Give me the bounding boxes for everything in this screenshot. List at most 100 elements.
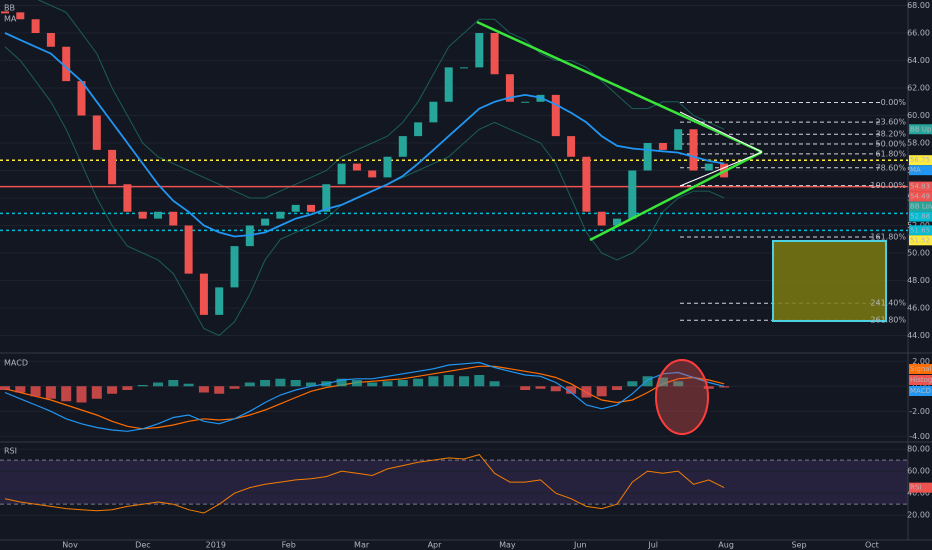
histogram-bar [30,386,41,397]
candle [383,156,392,178]
candle [337,163,346,185]
candle [689,129,698,171]
y-tick-label: 50.00 [907,249,930,258]
histogram-bar [76,386,87,403]
fib-label: 61.80% [875,149,906,158]
histogram-bar [627,381,638,387]
highlight-circle [655,359,709,435]
histogram-bar [198,386,209,393]
histogram-bar [306,382,316,387]
candle [674,129,683,150]
price-tag-label: 51.52 [910,236,930,244]
candle [123,184,132,212]
trendline [679,151,763,187]
x-tick-label: Jul [647,541,658,550]
histogram-bar [428,376,439,387]
ma-line [4,32,725,238]
panel-title: RSI [4,447,17,456]
y-tick-label: 44.00 [907,331,930,340]
candle [521,101,530,103]
histogram-bar [535,386,546,389]
histogram-bar [122,386,133,390]
y-tick-label: 60.00 [907,111,930,120]
candle [1,11,9,14]
histogram-bar [0,386,10,390]
x-tick-label: May [499,541,516,550]
fib-label: 100.00% [870,181,906,190]
price-tag-label: RSI [910,484,921,492]
target-box [772,240,887,322]
candle [169,211,178,226]
histogram-bar [642,376,653,387]
price-tag-label: 54.83 [910,183,930,191]
histogram-bar [260,380,271,387]
price-tag-label: 56.75 [910,156,930,164]
price-tag-label: MACD [910,387,931,395]
plot-layer [0,0,908,516]
histogram-bar [596,386,607,397]
candle [567,136,576,157]
y-tick-label: 48.00 [907,276,930,285]
y-tick-label: 20.00 [907,511,930,520]
histogram-bar [290,380,301,387]
candle [62,46,71,82]
macd-line [4,361,725,432]
histogram-bar [229,386,240,389]
fib-label: 241.40% [870,299,906,308]
x-tick-label: Jun [573,541,587,550]
candle [138,211,147,219]
histogram-bar [107,386,118,394]
histogram-bar [15,386,26,393]
indicator-label: BB [4,4,15,13]
y-tick-label: 64.00 [907,56,930,65]
histogram-bar [413,378,424,387]
candle [551,94,560,137]
indicator-label: MA [4,15,17,24]
candle [368,170,377,178]
histogram-bar [91,386,102,399]
y-tick-label: 80.00 [907,445,930,454]
histogram-bar [397,380,408,387]
candle [92,115,101,150]
price-tag [909,364,932,374]
histogram-bar [168,380,179,387]
price-tag-label: 54.49 [910,193,930,201]
histogram-bar [657,377,668,387]
histogram-bar [45,386,56,399]
x-tick-label: Mar [354,541,370,550]
candle [184,225,193,274]
histogram-bar [612,386,622,390]
histogram-bar [703,386,714,389]
candle [261,218,270,226]
candle [643,143,652,171]
histogram-bar [153,382,163,387]
candle [291,204,300,212]
price-tag [909,165,932,176]
histogram-bar [367,382,378,387]
x-tick-label: 2019 [206,541,226,550]
candle [154,211,162,219]
price-tag-label: Signal [910,365,932,373]
tag-layer: 44.0046.0048.0050.0052.0054.0056.0058.00… [4,1,932,550]
price-tag [909,181,932,192]
x-tick-label: Apr [428,541,443,550]
candle [444,67,453,102]
x-tick-label: Aug [718,541,734,550]
candle [276,211,285,219]
candle [108,149,117,185]
panel-title: MACD [4,359,28,368]
candle [429,101,438,123]
fib-label: 0.00% [881,98,907,107]
macd-line [4,365,725,430]
price-tag [909,386,932,396]
histogram-bar [474,375,485,387]
x-tick-label: Dec [135,541,150,550]
histogram-bar [550,386,561,392]
candle [582,156,591,212]
y-tick-label: 46.00 [907,304,930,313]
candle [597,211,606,226]
price-tag-label: 52.88 [910,213,930,221]
price-tag [909,201,932,212]
price-tag-label: BB Upper [910,125,932,133]
fib-label: 38.20% [875,130,906,139]
